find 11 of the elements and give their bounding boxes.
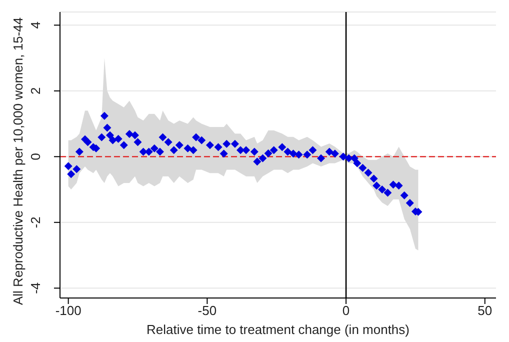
x-tick-label: 0 <box>342 303 350 318</box>
y-tick-label: 4 <box>28 22 43 29</box>
x-axis-title: Relative time to treatment change (in months) <box>146 322 410 337</box>
x-tick-label: -100 <box>55 303 82 318</box>
y-tick-label: 0 <box>28 153 43 160</box>
y-tick-label: -2 <box>28 216 43 228</box>
x-tick-label: -50 <box>198 303 217 318</box>
y-tick-label: 2 <box>28 87 43 95</box>
x-tick-label: 50 <box>478 303 492 318</box>
y-tick-label: -4 <box>28 282 43 294</box>
y-axis-title: All Reproductive Health per 10,000 women, 15-44 <box>10 17 26 305</box>
